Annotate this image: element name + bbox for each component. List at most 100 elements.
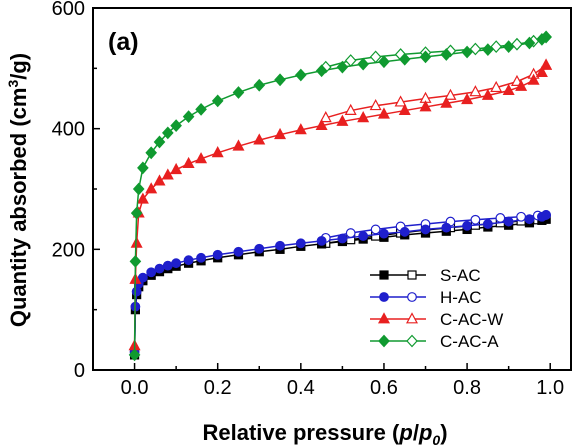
panel-label: (a) [108, 28, 139, 56]
legend-marker-open [407, 292, 417, 302]
adsorption-point [503, 216, 514, 227]
adsorption-point [253, 133, 266, 145]
adsorption-point [420, 224, 431, 235]
adsorption-point [540, 58, 553, 70]
adsorption-point [419, 50, 432, 64]
adsorption-point [541, 210, 551, 220]
desorption-point [344, 103, 357, 115]
adsorption-point [146, 267, 157, 278]
adsorption-point [232, 139, 245, 151]
adsorption-point [136, 192, 149, 204]
y-axis: 0 200 400 600 [52, 0, 100, 382]
adsorption-point [461, 92, 474, 105]
y-tick-label: 600 [52, 0, 85, 20]
legend-marker-filled [378, 334, 390, 348]
adsorption-point [315, 118, 328, 131]
desorption-point [495, 213, 506, 223]
desorption-point [344, 54, 357, 67]
y-axis-title: Quantity absorbed (cm3/g) [5, 53, 31, 327]
x-axis-title: Relative pressure (p/p0) [202, 420, 447, 448]
adsorption-point [161, 168, 174, 180]
adsorption-point [315, 64, 328, 78]
adsorption-point [398, 52, 411, 66]
adsorption-point [182, 156, 195, 169]
series-c-ac-w [128, 58, 553, 351]
x-tick-label: 0.8 [453, 377, 481, 399]
adsorption-point [232, 86, 245, 99]
x-tick-label: 1.0 [536, 377, 564, 399]
x-tick-label: 0.2 [204, 377, 232, 399]
adsorption-point [462, 220, 472, 231]
adsorption-point [379, 228, 389, 239]
legend-label: S-AC [440, 266, 481, 285]
legend-entry: S-AC [370, 266, 481, 285]
adsorption-point [295, 68, 307, 82]
adsorption-point [162, 126, 174, 140]
adsorption-line [133, 64, 547, 346]
adsorption-point [294, 123, 307, 135]
adsorption-point [336, 114, 349, 126]
series-c-ac-a [128, 30, 552, 362]
series-layer [128, 30, 553, 362]
legend-label: H-AC [440, 288, 482, 307]
adsorption-point [377, 107, 390, 119]
adsorption-point [358, 231, 369, 241]
adsorption-point [195, 102, 207, 116]
adsorption-point [399, 226, 410, 237]
x-axis: 0.0 0.2 0.4 0.6 0.8 1.0 [121, 363, 564, 399]
adsorption-point [145, 182, 158, 194]
legend-entry: C-AC-A [370, 332, 499, 351]
adsorption-line [133, 36, 547, 355]
y-tick-label: 200 [52, 239, 85, 261]
legend-entry: C-AC-W [370, 310, 503, 329]
adsorption-point [524, 214, 535, 225]
adsorption-point [461, 45, 473, 59]
adsorption-point [145, 146, 158, 160]
adsorption-point [440, 96, 453, 108]
y-tick-label: 0 [74, 360, 85, 382]
adsorption-point [357, 111, 370, 123]
legend-marker-filled [377, 312, 391, 324]
legend: S-AC H-AC C-AC-W C-AC-A [370, 266, 503, 351]
legend-entry: H-AC [370, 288, 482, 307]
desorption-point [345, 228, 356, 238]
adsorption-point [195, 152, 208, 164]
adsorption-point [212, 249, 223, 260]
adsorption-point [233, 246, 244, 257]
desorption-point [369, 50, 382, 64]
desorption-point [516, 211, 527, 222]
adsorption-point [482, 219, 493, 229]
adsorption-point [274, 73, 286, 87]
adsorption-point [131, 286, 142, 297]
adsorption-point [398, 103, 411, 115]
adsorption-point [162, 260, 173, 271]
adsorption-point [337, 233, 348, 244]
adsorption-point [171, 258, 182, 269]
desorption-point [469, 42, 482, 56]
adsorption-point [515, 79, 528, 91]
adsorption-point [295, 238, 306, 249]
adsorption-point [153, 174, 166, 186]
y-tick-label: 400 [52, 119, 85, 141]
adsorption-point [357, 57, 369, 71]
legend-label: C-AC-W [440, 310, 503, 329]
adsorption-point [137, 272, 148, 283]
desorption-point [470, 214, 481, 225]
adsorption-point [211, 146, 224, 158]
adsorption-point [132, 182, 145, 196]
desorption-point [490, 40, 502, 54]
desorption-point [469, 85, 482, 97]
adsorption-point [274, 127, 287, 140]
adsorption-point [378, 55, 390, 69]
adsorption-point [481, 88, 494, 100]
adsorption-point [540, 30, 552, 44]
adsorption-point [527, 73, 540, 85]
adsorption-point [502, 83, 515, 96]
adsorption-point [153, 135, 166, 149]
adsorption-point [170, 162, 183, 175]
adsorption-point [154, 263, 165, 274]
desorption-point [394, 95, 407, 107]
legend-marker-open [406, 334, 418, 348]
adsorption-point [211, 94, 224, 108]
